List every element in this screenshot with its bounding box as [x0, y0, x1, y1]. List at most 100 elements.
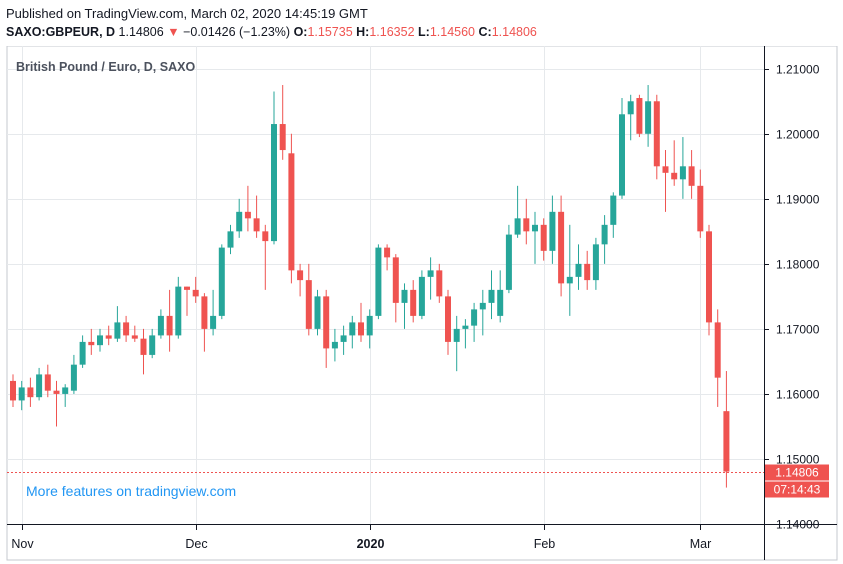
candle-body-down	[436, 270, 443, 297]
candle-body-up	[18, 387, 25, 401]
candle-body-down	[131, 335, 138, 339]
low-label: L:	[418, 25, 430, 39]
candle-body-down	[697, 185, 704, 232]
close-label: C:	[478, 25, 492, 39]
candle-body-up	[218, 247, 225, 316]
candle-body-down	[297, 270, 304, 281]
candle-body-up	[601, 224, 608, 245]
candle-body-down	[262, 231, 269, 242]
candle-body-up	[314, 296, 321, 329]
candle-body-up	[175, 286, 182, 336]
down-arrow-icon: ▼	[167, 25, 180, 39]
candle-body-up	[149, 335, 156, 355]
candle-body-up	[210, 315, 217, 329]
candle-body-down	[410, 289, 417, 316]
candle-body-up	[479, 302, 486, 310]
candles	[10, 85, 730, 488]
candle-body-up	[349, 322, 356, 336]
candle-body-up	[157, 315, 164, 336]
candlestick-chart[interactable]: 1.21000 1.20000 1.19000 1.18000 1.17000 1.160…	[0, 46, 843, 564]
candle-body-up	[505, 234, 512, 290]
candle-body-up	[549, 211, 556, 251]
candle-body-up	[645, 101, 652, 134]
ohlc-legend: SAXO:GBPEUR, D 1.14806 ▼ −0.01426 (−1.23…	[6, 25, 537, 39]
low-value: 1.14560	[429, 25, 476, 39]
price-tick-label: 1.16000	[776, 388, 820, 402]
candle-body-down	[10, 380, 16, 401]
candle-body-down	[105, 335, 112, 339]
candle-body-up	[227, 231, 234, 248]
candle-body-up	[610, 195, 617, 225]
candle-body-down	[323, 296, 330, 349]
candle-body-down	[688, 166, 695, 186]
price-axis[interactable]: 1.21000 1.20000 1.19000 1.18000 1.17000 1.160…	[765, 63, 820, 532]
grid-lines	[7, 46, 764, 525]
last-price: 1.14806	[118, 25, 164, 39]
candle-body-up	[575, 263, 582, 277]
candle-body-down	[166, 315, 173, 336]
high-label: H:	[356, 25, 370, 39]
candle-body-down	[244, 211, 251, 219]
last-price-tag-label: 1.14806	[775, 466, 819, 480]
candle-body-down	[192, 289, 199, 297]
high-value: 1.16352	[369, 25, 415, 39]
price-tick-label: 1.19000	[776, 193, 820, 207]
candle-body-up	[514, 218, 521, 235]
candle-body-down	[140, 338, 147, 355]
candle-body-up	[453, 328, 460, 342]
price-tick-label: 1.20000	[776, 128, 820, 142]
chart-frame	[6, 46, 838, 561]
open-label: O:	[293, 25, 308, 39]
candle-body-down	[27, 387, 34, 398]
price-tick-label: 1.17000	[776, 323, 820, 337]
candle-body-up	[488, 289, 495, 303]
candle-body-down	[88, 341, 95, 346]
symbol-label[interactable]: SAXO:GBPEUR, D	[6, 25, 116, 39]
time-axis[interactable]: Nov Dec 2020 Feb Mar	[11, 525, 711, 551]
candle-body-up	[427, 270, 434, 277]
published-line: Published on TradingView.com, March 02, …	[6, 6, 368, 21]
candle-body-down	[305, 280, 312, 329]
candle-body-up	[497, 289, 504, 316]
candle-body-up	[619, 114, 625, 196]
candle-body-up	[462, 325, 469, 329]
change-value: −0.01426 (−1.23%)	[183, 25, 291, 39]
candle-body-up	[401, 289, 408, 303]
candle-body-up	[627, 101, 634, 115]
candle-body-down	[584, 263, 591, 281]
candle-body-down	[201, 296, 208, 329]
candle-body-down	[384, 247, 391, 258]
price-tick-label: 1.14000	[776, 518, 820, 532]
watermark-link[interactable]: More features on tradingview.com	[26, 483, 236, 499]
candle-body-down	[279, 124, 286, 151]
candle-body-down	[671, 172, 678, 180]
candle-body-up	[114, 322, 121, 339]
time-tick-label: 2020	[357, 537, 385, 551]
candle-body-up	[566, 276, 573, 284]
candle-body-down	[662, 166, 669, 173]
price-tick-label: 1.15000	[776, 453, 820, 467]
candle-body-down	[706, 231, 712, 323]
time-tick-label: Nov	[11, 537, 34, 551]
candle-body-down	[53, 390, 60, 394]
candle-body-up	[236, 211, 243, 232]
candle-body-down	[636, 98, 643, 134]
candle-body-up	[331, 341, 338, 349]
candle-body-down	[184, 286, 190, 290]
time-tick-label: Feb	[534, 537, 556, 551]
candle-body-down	[558, 211, 565, 284]
candle-body-down	[44, 374, 51, 391]
price-tick-label: 1.18000	[776, 258, 820, 272]
candle-body-up	[62, 387, 69, 394]
candle-body-down	[392, 257, 399, 303]
candle-body-up	[592, 244, 599, 281]
candle-body-up	[70, 364, 77, 391]
candle-body-up	[471, 309, 478, 326]
chart-title: British Pound / Euro, D, SAXO	[16, 60, 195, 74]
countdown-label: 07:14:43	[774, 483, 821, 497]
candle-body-up	[532, 224, 538, 232]
candle-body-down	[523, 218, 530, 232]
candle-body-up	[366, 315, 373, 336]
candle-body-up	[271, 124, 277, 242]
candle-body-down	[653, 101, 660, 167]
